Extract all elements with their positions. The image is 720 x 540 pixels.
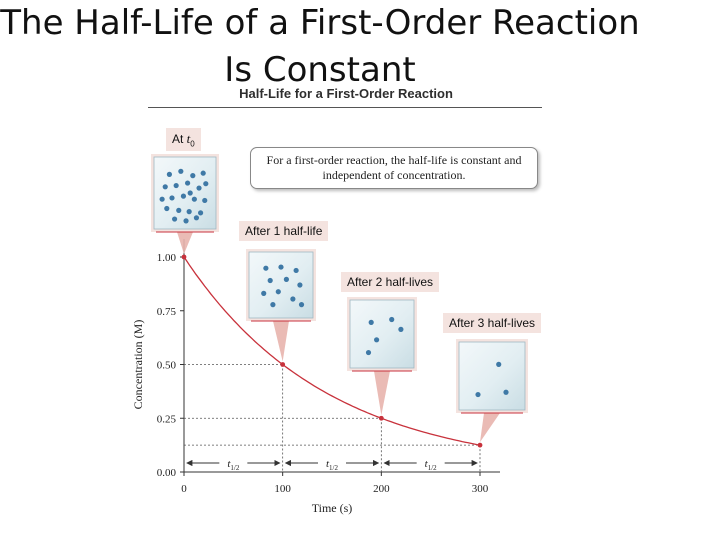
particle: [198, 210, 204, 216]
particle: [275, 289, 281, 295]
x-tick-label: 300: [472, 483, 489, 495]
particle: [193, 215, 200, 221]
y-tick-label: 1.00: [157, 252, 177, 264]
slide-title-line-2: Is Constant: [224, 50, 416, 90]
stage-label-1: After 1 half-life: [239, 221, 329, 241]
y-tick-label: 0.50: [157, 360, 177, 372]
particle: [278, 264, 284, 270]
particle: [203, 181, 209, 187]
stage-label-t0-prefix: At: [172, 132, 187, 146]
half-life-label-bg: [219, 456, 248, 469]
particle: [263, 265, 269, 271]
data-point: [477, 442, 483, 448]
particle: [200, 170, 206, 176]
sample-box: [349, 299, 415, 369]
sample-pointer: [480, 413, 500, 443]
sample-box: [458, 341, 526, 411]
particle: [267, 277, 273, 284]
x-tick-label: 0: [181, 483, 187, 495]
particle: [475, 391, 481, 398]
particle: [183, 218, 189, 224]
particle: [176, 207, 182, 213]
particle: [173, 182, 179, 189]
x-tick-label: 200: [373, 483, 390, 495]
x-tick-label: 100: [274, 483, 291, 495]
particle: [283, 276, 289, 282]
data-point: [280, 362, 286, 367]
stage-label-2: After 2 half-lives: [341, 272, 440, 292]
sample-pointer: [374, 371, 390, 416]
particle: [169, 195, 175, 201]
data-point: [378, 415, 384, 421]
y-axis-title: Concentration (M): [131, 320, 145, 410]
particle: [191, 196, 197, 202]
particle: [202, 197, 208, 204]
particle: [187, 190, 193, 196]
particle: [178, 168, 184, 174]
half-life-label-sub: 1/2: [230, 464, 239, 472]
particle: [503, 389, 509, 395]
decay-curve: [183, 256, 481, 446]
sample-pointer: [177, 232, 193, 254]
sample-box: [248, 251, 314, 319]
half-life-note: For a first-order reaction, the half-lif…: [250, 147, 538, 189]
particle: [297, 282, 303, 288]
particle: [270, 302, 276, 308]
half-life-label-sub: 1/2: [428, 464, 437, 472]
particle: [159, 196, 165, 202]
stage-label-t0: At t0: [166, 128, 201, 152]
particle: [293, 267, 299, 274]
particle: [368, 319, 374, 325]
half-life-label-bg: [416, 456, 445, 469]
particle: [261, 290, 267, 296]
particle: [290, 296, 296, 302]
particle: [185, 180, 191, 186]
half-life-note-text: For a first-order reaction, the half-lif…: [266, 153, 522, 182]
y-tick-label: 0.25: [157, 413, 177, 425]
sample-box: [153, 156, 217, 230]
particle: [164, 205, 170, 212]
particle: [365, 349, 372, 356]
stage-label-t0-var: t: [186, 131, 191, 146]
data-point: [181, 254, 187, 260]
particle: [398, 326, 404, 332]
particle: [196, 185, 202, 191]
particle: [172, 216, 178, 222]
particle: [298, 302, 305, 308]
slide-title-line-1: The Half-Life of a First-Order Reaction: [0, 3, 640, 43]
particle: [162, 184, 168, 190]
y-tick-label: 0.00: [157, 467, 177, 479]
x-axis-title: Time (s): [312, 501, 353, 515]
particle: [389, 316, 395, 323]
stage-label-3: After 3 half-lives: [443, 313, 542, 333]
particle: [186, 209, 192, 215]
particle: [190, 173, 196, 179]
y-tick-label: 0.75: [157, 306, 177, 318]
particle: [166, 171, 172, 177]
stage-label-t0-sub: 0: [190, 139, 195, 149]
particle: [374, 337, 380, 343]
particle: [496, 361, 502, 367]
half-life-label-sub: 1/2: [329, 464, 338, 472]
figure-header: Half-Life for a First-Order Reaction: [239, 86, 453, 101]
half-life-label-bg: [318, 456, 346, 469]
slide-title: The Half-Life of a First-Order Reaction …: [0, 0, 640, 94]
figure-divider: [148, 107, 542, 108]
sample-pointer: [273, 321, 289, 362]
particle: [180, 193, 187, 199]
